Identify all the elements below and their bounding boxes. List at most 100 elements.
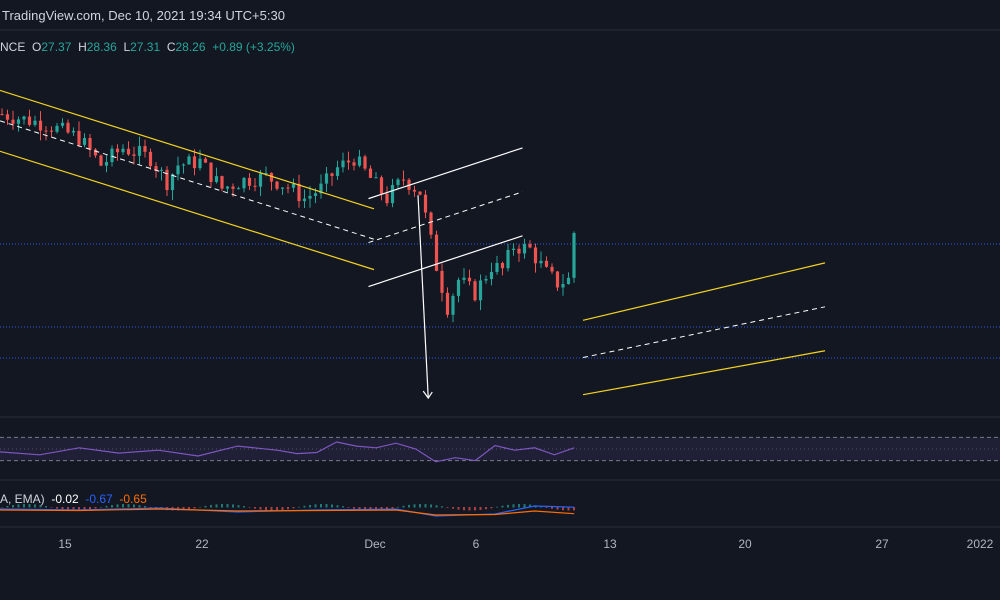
x-tick-label: 20: [738, 537, 752, 551]
candle-body: [5, 114, 10, 120]
macd-hist-bar: [270, 507, 273, 511]
macd-hist-bar: [17, 504, 20, 508]
x-tick-label: 2022: [966, 537, 994, 551]
candle-body: [38, 120, 43, 131]
candle-body: [467, 277, 472, 282]
macd-hist-bar: [342, 506, 344, 508]
candle-body: [280, 187, 285, 189]
macd-hist-bar: [221, 504, 223, 508]
candle-body: [33, 120, 37, 125]
candle-body: [236, 188, 241, 190]
macd-hist-bar: [364, 507, 366, 511]
macd-hist-bar: [336, 505, 339, 508]
candle-body: [44, 130, 48, 132]
candle-body: [489, 271, 494, 280]
macd-hist-bar: [39, 505, 42, 508]
candle-body: [440, 270, 444, 293]
macd-hist-bar: [320, 504, 322, 508]
macd-hist-bar: [45, 505, 47, 508]
candle-body: [165, 169, 169, 191]
macd-hist-bar: [215, 504, 218, 508]
macd-hist-bar: [105, 505, 108, 508]
candle-body: [253, 185, 257, 187]
macd-hist-bar: [199, 506, 201, 508]
macd-hist-bar: [248, 507, 251, 508]
candle-body: [544, 260, 549, 267]
macd-hist-bar: [28, 504, 31, 508]
macd-hist-bar: [61, 507, 64, 510]
macd-hist-bar: [314, 504, 317, 508]
candle-body: [192, 156, 197, 169]
candle-body: [308, 195, 312, 199]
macd-hist-bar: [303, 505, 306, 508]
candle-body: [390, 184, 395, 204]
macd-hist-bar: [232, 504, 234, 508]
macd-hist-bar: [204, 505, 207, 508]
macd-hist-bar: [479, 507, 482, 510]
yellow-channel-2-upper: [582, 262, 826, 321]
candle-body: [99, 155, 103, 166]
candle-body: [352, 162, 356, 166]
candle-body: [242, 177, 246, 189]
candle-body: [176, 165, 180, 175]
candle-body: [170, 174, 175, 191]
macd-hist-bar: [237, 505, 240, 508]
candle-body: [269, 172, 274, 182]
candle-body: [550, 266, 554, 272]
candle-body: [286, 187, 290, 189]
candle-body: [11, 119, 15, 124]
candle-body: [181, 164, 186, 166]
macd-hist-bar: [309, 504, 311, 508]
macd-hist-bar: [287, 507, 289, 510]
rsi-line: [0, 441, 575, 463]
macd-hist-bar: [430, 504, 432, 508]
candle-body: [495, 263, 499, 272]
macd-hist-bar: [116, 504, 119, 508]
candle-body: [60, 122, 65, 126]
x-tick-label: Dec: [364, 537, 386, 551]
candle-body: [143, 146, 147, 152]
x-tick-label: 13: [603, 537, 617, 551]
macd-hist-bar: [149, 507, 152, 508]
candle-body: [555, 271, 560, 288]
macd-hist-bar: [193, 507, 196, 509]
open-value: 27.37: [41, 40, 72, 54]
header-timestamp: Dec 10, 2021 19:34 UTC+5:30: [108, 8, 285, 23]
candle-body: [506, 249, 510, 269]
macd-hist-bar: [424, 504, 427, 508]
macd-legend-macd: -0.02: [51, 492, 79, 506]
candle-body: [126, 148, 131, 155]
macd-hist-bar: [83, 507, 86, 511]
candle-body: [132, 154, 136, 156]
candle-body: [115, 148, 120, 153]
macd-hist-bar: [496, 506, 498, 508]
macd-hist-bar: [573, 507, 575, 511]
macd-hist-bar: [122, 504, 124, 508]
candle-body: [374, 177, 378, 179]
candle-body: [209, 162, 213, 183]
macd-hist-bar: [1, 507, 3, 508]
candle-body: [346, 160, 351, 163]
candle-body: [93, 149, 98, 156]
macd-hist-bar: [325, 504, 328, 508]
candle-body: [258, 173, 263, 187]
macd-hist-bar: [419, 504, 421, 508]
macd-hist-bar: [210, 504, 212, 508]
macd-hist-bar: [567, 507, 570, 511]
yellow-channel-1-upper: [0, 89, 375, 210]
macd-hist-bar: [111, 505, 113, 508]
candle-body: [379, 177, 384, 194]
high-value: 28.36: [86, 40, 117, 54]
macd-hist-bar: [386, 507, 388, 510]
candle-body: [214, 176, 219, 183]
candle-body: [71, 130, 76, 133]
macd-hist-bar: [347, 507, 350, 508]
candle-body: [434, 234, 439, 271]
yellow-channel-1-lower: [0, 150, 375, 271]
macd-hist-bar: [507, 504, 509, 508]
candle-body: [49, 130, 54, 132]
candle-body: [511, 248, 516, 250]
macd-hist-bar: [243, 506, 245, 508]
candle-body: [291, 183, 296, 188]
